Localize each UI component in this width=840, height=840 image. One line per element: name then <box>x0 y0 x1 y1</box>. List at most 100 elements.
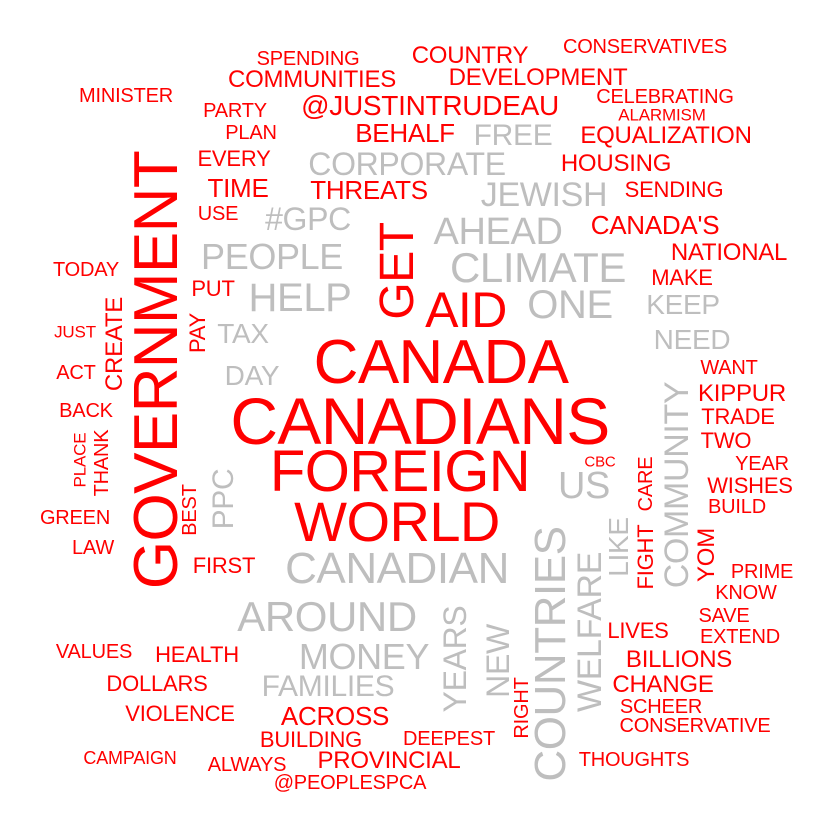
word-foreign: FOREIGN <box>269 439 531 504</box>
word-celebrating: CELEBRATING <box>596 86 734 108</box>
word-jewish: JEWISH <box>480 176 608 214</box>
word-wishes: WISHES <box>707 473 793 498</box>
word-save: SAVE <box>698 605 750 627</box>
word-country: COUNTRY <box>411 42 529 69</box>
word-plan: PLAN <box>225 122 277 144</box>
word-one: ONE <box>527 283 613 327</box>
word-use: USE <box>197 203 239 225</box>
word-two: TWO <box>700 428 752 453</box>
word-best: BEST <box>179 484 201 536</box>
word-canadas: CANADA'S <box>590 210 720 240</box>
word-free: FREE <box>473 119 553 152</box>
word-aid: AID <box>425 282 507 338</box>
word-money: MONEY <box>298 636 430 677</box>
word-like: LIKE <box>603 517 634 577</box>
word-want: WANT <box>700 357 758 379</box>
word-create: CREATE <box>101 296 128 392</box>
word-violence: VIOLENCE <box>125 701 235 726</box>
word-make: MAKE <box>651 265 713 290</box>
word-day: DAY <box>224 360 280 391</box>
word-community: COMMUNITY <box>658 381 696 589</box>
word-minister: MINISTER <box>79 85 173 107</box>
word-alarmism: ALARMISM <box>618 105 706 125</box>
word-thoughts: THOUGHTS <box>578 749 690 771</box>
word-conservatives: CONSERVATIVES <box>562 36 728 58</box>
word-green: GREEN <box>39 507 111 529</box>
word-change: CHANGE <box>612 671 714 698</box>
word-health: HEALTH <box>155 642 239 667</box>
word-get: GET <box>371 222 424 320</box>
word-corporate: CORPORATE <box>308 146 506 182</box>
word-gpc: #GPC <box>265 201 351 237</box>
word-building: BUILDING <box>259 727 363 752</box>
word-law: LAW <box>72 537 114 559</box>
word-care: CARE <box>635 456 657 512</box>
word-values: VALUES <box>55 641 133 663</box>
word-spending: SPENDING <box>256 48 360 70</box>
word-around: AROUND <box>237 593 417 640</box>
word-back: BACK <box>59 400 113 422</box>
word-people: PEOPLE <box>201 236 343 277</box>
word-place: PLACE <box>70 432 90 488</box>
word-billions: BILLIONS <box>625 646 733 673</box>
word-lives: LIVES <box>607 618 669 643</box>
word-scheer: SCHEER <box>619 696 703 718</box>
word-us: US <box>557 465 611 507</box>
word-put: PUT <box>191 276 235 301</box>
word-national: NATIONAL <box>670 239 788 266</box>
word-peoplespca: @PEOPLESPCA <box>273 772 427 794</box>
word-dollars: DOLLARS <box>106 671 208 696</box>
word-act: ACT <box>56 362 96 384</box>
word-tax: TAX <box>217 318 269 349</box>
word-kippur: KIPPUR <box>698 380 786 407</box>
word-welfare: WELFARE <box>571 551 609 713</box>
word-keep: KEEP <box>646 289 720 320</box>
word-threats: THREATS <box>310 175 428 205</box>
word-ahead: AHEAD <box>433 211 563 253</box>
word-today: TODAY <box>52 259 120 281</box>
word-just: JUST <box>54 322 96 342</box>
word-first: FIRST <box>192 553 256 578</box>
word-campaign: CAMPAIGN <box>83 748 177 768</box>
word-prime: PRIME <box>730 561 794 583</box>
word-equalization: EQUALIZATION <box>580 122 752 149</box>
word-trade: TRADE <box>701 404 775 429</box>
word-conservative: CONSERVATIVE <box>619 715 771 737</box>
word-canada: CANADA <box>313 328 569 397</box>
word-every: EVERY <box>197 146 271 171</box>
word-party: PARTY <box>203 100 267 122</box>
word-countries: COUNTRIES <box>526 526 575 782</box>
word-fight: FIGHT <box>633 524 658 590</box>
word-deepest: DEEPEST <box>403 728 495 750</box>
word-time: TIME <box>207 173 269 203</box>
word-development: DEVELOPMENT <box>448 64 628 91</box>
word-behalf: BEHALF <box>355 118 455 148</box>
word-provincial: PROVINCIAL <box>317 747 461 774</box>
word-right: RIGHT <box>511 677 533 739</box>
word-yom: YOM <box>693 528 720 582</box>
word-ppc: PPC <box>207 468 240 530</box>
word-always: ALWAYS <box>207 754 287 776</box>
word-communities: COMMUNITIES <box>227 66 397 93</box>
word-need: NEED <box>653 324 731 355</box>
word-help: HELP <box>248 276 352 320</box>
word-canadians: CANADIANS <box>230 384 610 458</box>
word-housing: HOUSING <box>560 150 672 177</box>
word-families: FAMILIES <box>261 670 395 703</box>
word-build: BUILD <box>708 496 766 518</box>
word-years: YEARS <box>437 605 473 713</box>
word-world: WORLD <box>294 490 500 553</box>
word-across: ACROSS <box>280 701 390 731</box>
word-canadian: CANADIAN <box>285 544 509 593</box>
word-know: KNOW <box>715 582 777 604</box>
word-thank: THANK <box>91 429 113 497</box>
word-sending: SENDING <box>624 177 724 202</box>
word-climate: CLIMATE <box>450 244 626 291</box>
word-justintrudeau: @JUSTINTRUDEAU <box>301 90 559 121</box>
word-cbc: CBC <box>584 453 616 471</box>
word-new: NEW <box>480 624 516 698</box>
word-pay: PAY <box>185 312 210 354</box>
word-extend: EXTEND <box>700 626 780 648</box>
word-year: YEAR <box>735 453 789 475</box>
